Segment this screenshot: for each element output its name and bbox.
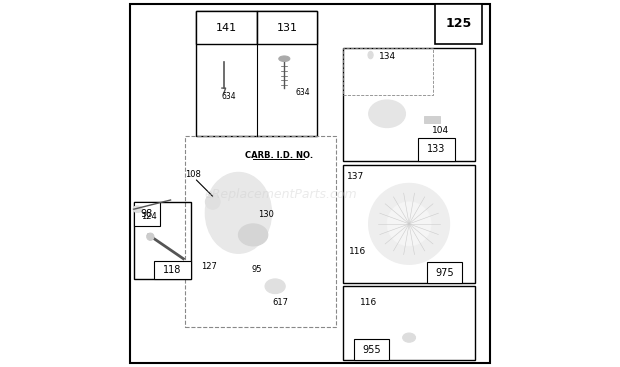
Bar [424,116,440,123]
Text: 124: 124 [141,212,156,221]
Ellipse shape [205,172,272,253]
Bar [257,11,317,44]
Text: 634: 634 [222,92,237,101]
Ellipse shape [239,224,268,246]
Bar [343,48,475,161]
Text: 116: 116 [349,247,366,256]
Bar [427,262,463,283]
Ellipse shape [387,202,431,246]
Ellipse shape [369,184,450,264]
Bar [134,202,159,226]
Text: 127: 127 [201,262,217,270]
Text: 118: 118 [163,265,182,275]
Text: 108: 108 [185,170,200,179]
Circle shape [147,233,154,240]
Bar [435,4,482,44]
Bar [343,165,475,283]
Ellipse shape [279,56,290,61]
Ellipse shape [265,279,285,294]
Text: 955: 955 [362,345,381,355]
Text: eReplacementParts.com: eReplacementParts.com [205,188,357,201]
Ellipse shape [369,100,405,128]
Text: 137: 137 [347,172,365,181]
Ellipse shape [402,333,415,342]
Bar [185,136,335,327]
Text: 634: 634 [295,88,310,97]
Bar [343,48,433,95]
Bar [418,138,455,161]
Text: CARB. I.D. NO.: CARB. I.D. NO. [245,152,313,160]
Text: 133: 133 [427,144,446,155]
Text: 975: 975 [435,268,454,278]
Text: 141: 141 [216,22,237,33]
Bar [343,286,475,360]
Text: 95: 95 [252,265,262,274]
Bar [134,202,191,279]
Ellipse shape [205,195,220,209]
Bar [196,11,257,44]
Text: 134: 134 [378,52,396,61]
Text: 617: 617 [273,298,289,307]
Text: 125: 125 [446,17,472,30]
Ellipse shape [368,51,373,59]
Bar [154,261,191,279]
Text: 98: 98 [141,208,153,219]
Text: 130: 130 [258,210,274,219]
Bar [354,339,389,360]
Text: 131: 131 [277,22,298,33]
Ellipse shape [133,206,142,212]
Text: 104: 104 [432,126,449,135]
Text: 116: 116 [360,298,378,307]
Bar [196,11,317,136]
